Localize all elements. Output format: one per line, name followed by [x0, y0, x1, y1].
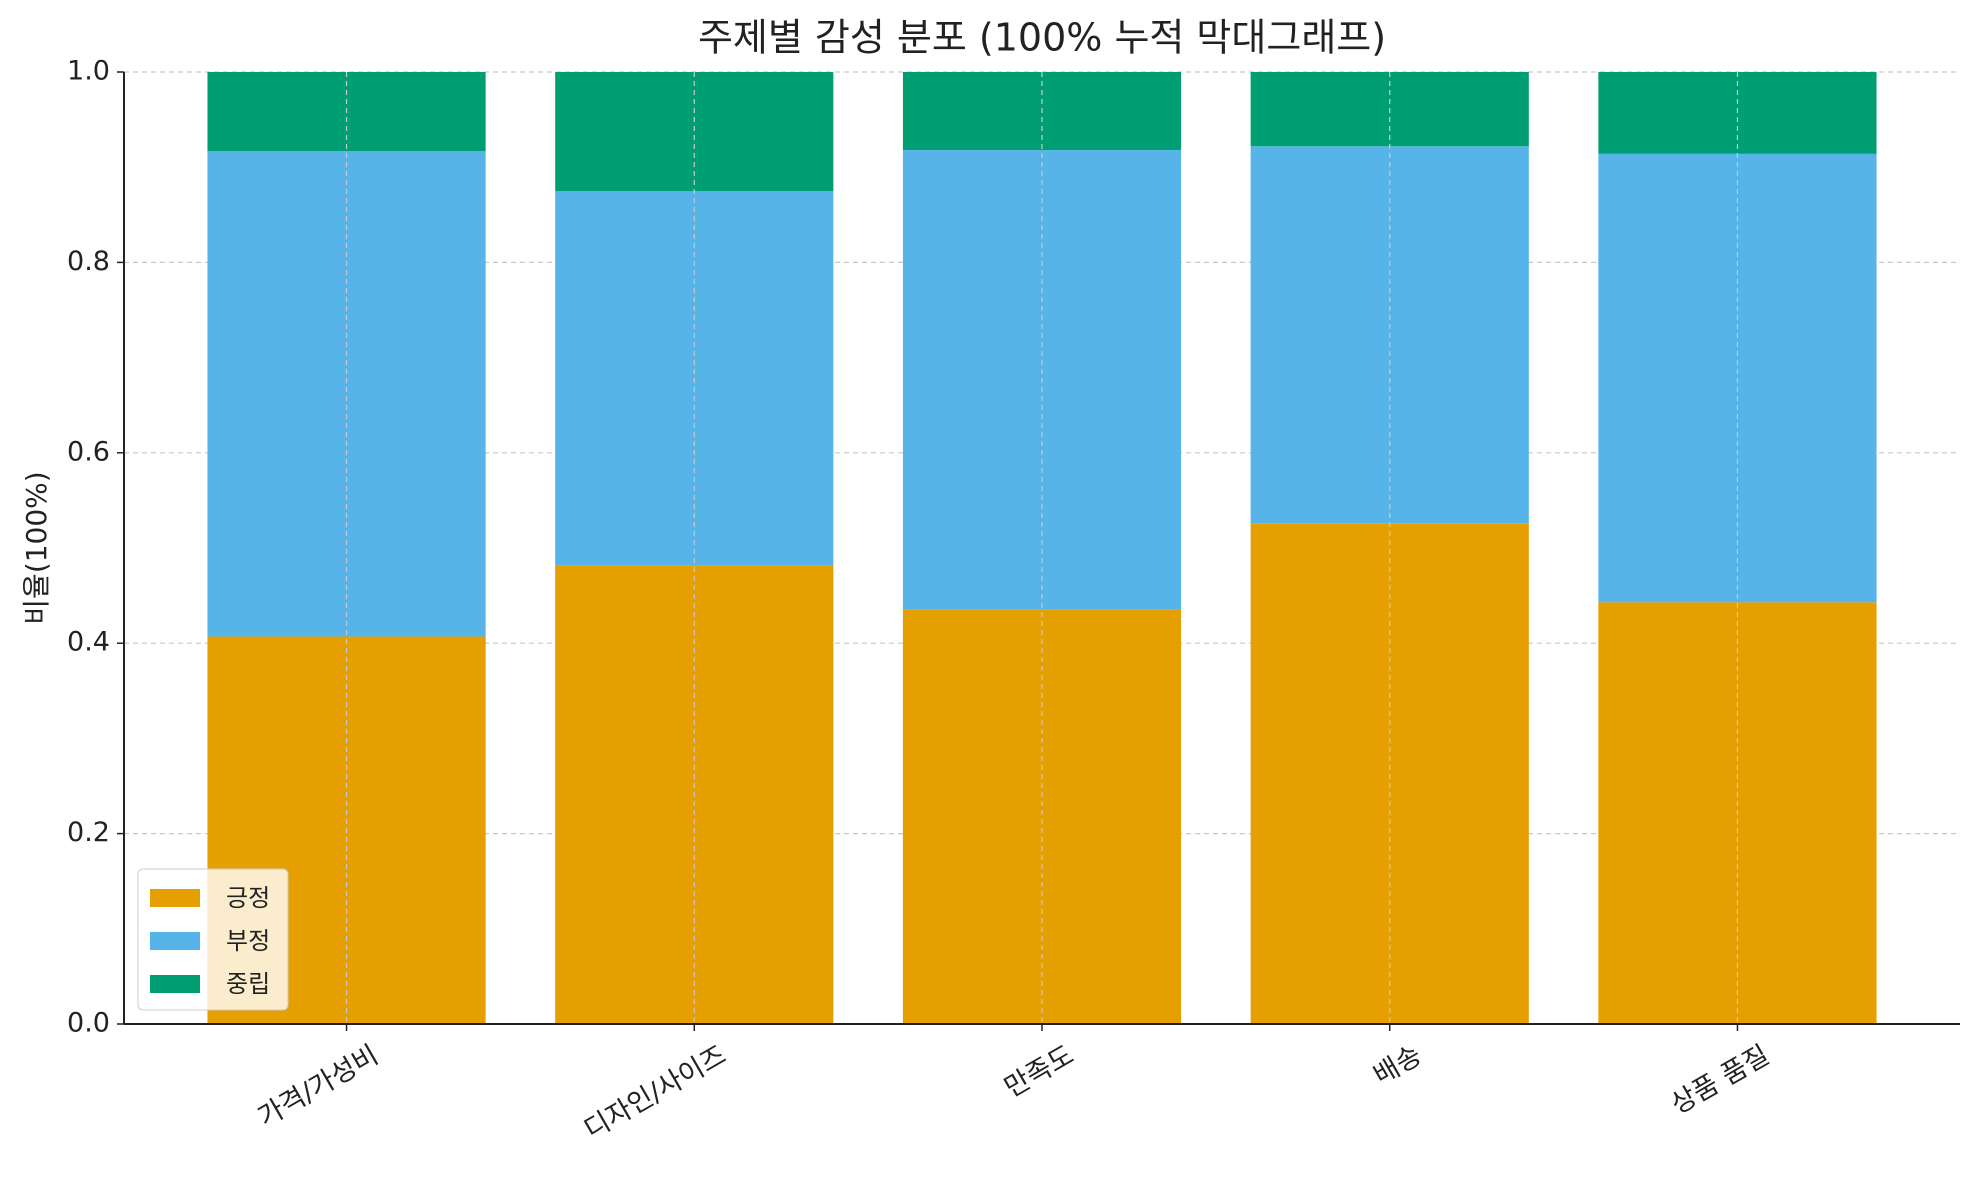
x-tick-label: 상품 품질 [1666, 1040, 1775, 1121]
y-axis-label: 비율(100%) [20, 471, 53, 624]
bar-segment [902, 609, 1182, 1024]
y-tick-label: 0.8 [67, 246, 110, 277]
y-tick-label: 0.6 [67, 436, 110, 467]
y-tick-label: 1.0 [67, 56, 110, 87]
bar-segment [207, 151, 486, 637]
x-tick-label: 만족도 [999, 1040, 1079, 1104]
bars [207, 72, 1877, 1024]
y-tick-label: 0.2 [67, 817, 110, 848]
legend-swatch [150, 889, 200, 907]
y-tick-label: 0.4 [67, 627, 110, 658]
chart-title: 주제별 감성 분포 (100% 누적 막대그래프) [698, 16, 1386, 60]
x-tick-label: 배송 [1368, 1040, 1427, 1092]
legend-label: 중립 [226, 970, 270, 998]
x-tick-label: 가격/가성비 [253, 1040, 384, 1133]
legend-label: 긍정 [226, 884, 270, 912]
y-tick-label: 0.0 [67, 1008, 110, 1039]
x-tick-label: 디자인/사이즈 [579, 1040, 731, 1146]
legend-swatch [150, 975, 200, 993]
legend-label: 부정 [226, 927, 270, 955]
legend-swatch [150, 932, 200, 950]
